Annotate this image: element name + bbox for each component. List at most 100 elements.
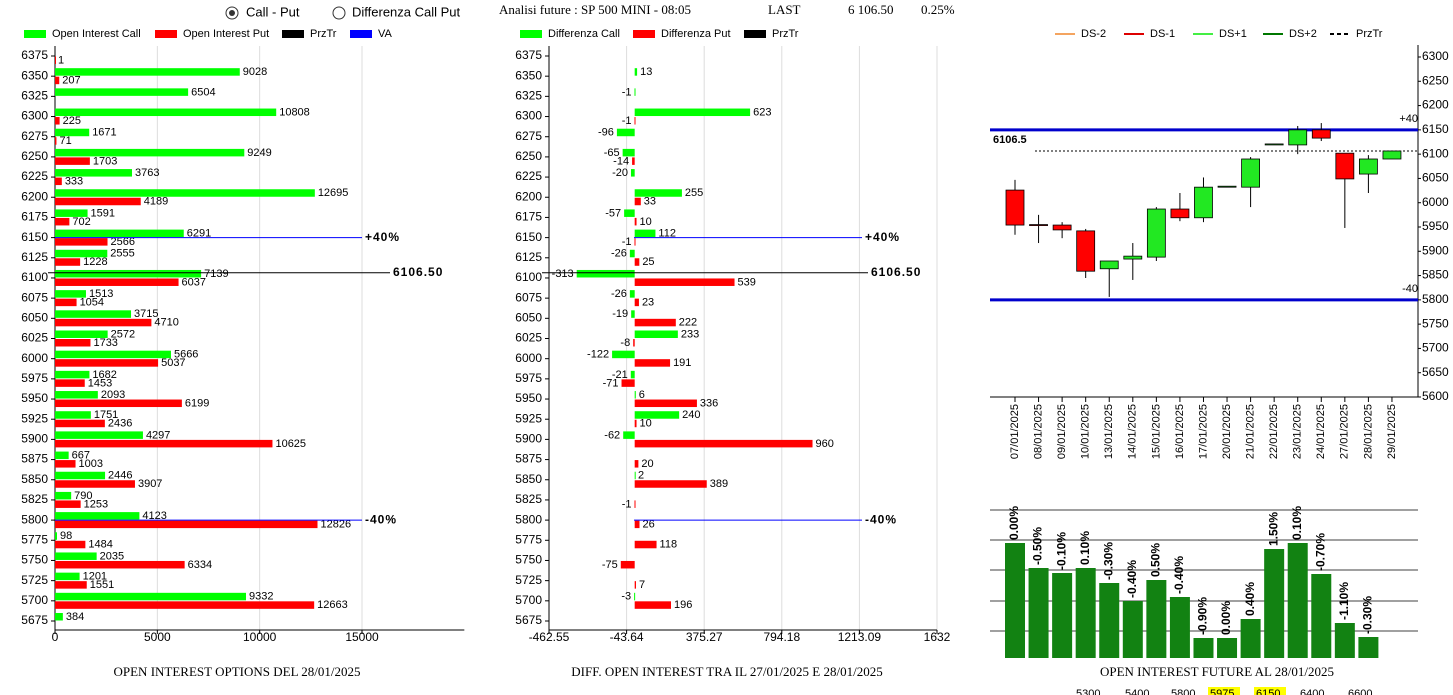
- y-tick-label: 6000: [1422, 195, 1449, 209]
- bar: [55, 350, 171, 359]
- bar: [624, 209, 635, 217]
- y-tick-label: 5600: [1422, 389, 1449, 403]
- bar-label: 20: [641, 458, 653, 470]
- bar: [55, 117, 60, 125]
- candle-body: [1335, 152, 1355, 180]
- y-tick-label: 5800: [1422, 292, 1449, 306]
- y-tick-label: 5875: [515, 452, 542, 466]
- bar: [576, 269, 635, 278]
- y-tick-label: 6325: [515, 89, 542, 103]
- legend-label: Open Interest Put: [183, 28, 269, 40]
- bar: [616, 128, 635, 137]
- bar: [620, 560, 635, 569]
- bar: [621, 379, 635, 387]
- radio[interactable]: [332, 6, 346, 20]
- bar-label: -19: [612, 308, 628, 320]
- x-tick-label: 13/01/2025: [1103, 404, 1115, 459]
- bar-label: 2446: [108, 470, 132, 482]
- bar-label: 0.00%: [1007, 506, 1021, 540]
- annotation-label: -40: [1402, 283, 1418, 295]
- x-tick-label: -462.55: [529, 630, 570, 644]
- bar-label: 255: [685, 187, 703, 199]
- bar-label: 2035: [100, 550, 124, 562]
- radio-label[interactable]: Differenza Call Put: [352, 4, 461, 19]
- bar-label: 1484: [88, 539, 112, 551]
- candle-body: [1382, 150, 1402, 160]
- bar: [634, 330, 678, 338]
- bar: [623, 431, 635, 439]
- bar-label: 1513: [89, 288, 113, 300]
- legend-label: Differenza Call: [548, 28, 620, 40]
- bar: [634, 419, 637, 428]
- y-tick-label: 6250: [515, 149, 542, 163]
- annotation-label: 6106.50: [393, 265, 443, 279]
- legend-swatch: [520, 30, 542, 38]
- y-tick-label: 5750: [21, 553, 48, 567]
- y-tick-label: 5725: [21, 573, 48, 587]
- bar: [1099, 583, 1120, 658]
- bar: [55, 56, 56, 64]
- bar-label: 13: [640, 66, 652, 78]
- bar: [55, 439, 273, 448]
- bar-label: -1.10%: [1337, 582, 1351, 620]
- bar-label: 384: [66, 611, 84, 623]
- level-highlight: [1208, 687, 1240, 695]
- bar-label: 1551: [90, 579, 114, 591]
- legend-label: PrzTr: [310, 28, 337, 40]
- bar: [634, 189, 682, 197]
- bar: [1075, 568, 1096, 658]
- candle-body: [1170, 208, 1190, 219]
- y-tick-label: 5950: [21, 391, 48, 405]
- bar: [55, 512, 140, 520]
- bar-label: 2: [638, 470, 644, 482]
- bar: [634, 318, 676, 327]
- y-tick-label: 5975: [515, 371, 542, 385]
- x-tick-label: 23/01/2025: [1292, 404, 1304, 459]
- bar-label: 389: [710, 478, 728, 490]
- bar-label: 1682: [92, 369, 116, 381]
- y-tick-label: 6250: [1422, 73, 1449, 87]
- radio-label[interactable]: Call - Put: [246, 4, 300, 19]
- bar-label: 71: [59, 135, 71, 147]
- y-tick-label: 6375: [515, 48, 542, 62]
- bar-label: 1228: [83, 256, 107, 268]
- bar-label: -0.30%: [1361, 596, 1375, 634]
- bar-label: 4123: [142, 510, 166, 522]
- candle-body: [1264, 143, 1284, 146]
- bar: [55, 76, 60, 85]
- bar: [634, 229, 656, 238]
- y-tick-label: 6050: [515, 310, 542, 324]
- bar-label: 10808: [279, 106, 310, 118]
- bar-label: -26: [611, 248, 627, 260]
- bar-label: 2572: [111, 328, 135, 340]
- legend-swatch: [155, 30, 177, 38]
- bar-label: 7: [639, 579, 645, 591]
- bar-label: 118: [660, 539, 678, 551]
- bar: [55, 491, 72, 500]
- y-tick-label: 5650: [1422, 365, 1449, 379]
- mode-radio-1[interactable]: Call - Put: [225, 4, 300, 20]
- bar: [55, 560, 185, 569]
- bar: [55, 88, 189, 96]
- bar-label: -21: [612, 369, 628, 381]
- bar: [55, 128, 90, 137]
- page-title: Analisi future : SP 500 MINI - 08:05: [499, 2, 691, 17]
- x-tick-label: 10000: [243, 630, 277, 644]
- bar-label: -1: [622, 236, 632, 248]
- legend-label: PrzTr: [1356, 28, 1383, 40]
- y-tick-label: 6275: [515, 129, 542, 143]
- y-tick-label: 5825: [21, 492, 48, 506]
- y-tick-label: 6025: [515, 331, 542, 345]
- bar: [634, 460, 639, 468]
- bar-label: 12695: [318, 187, 349, 199]
- bar: [1358, 637, 1379, 658]
- bar: [1240, 619, 1261, 658]
- bar-label: 1591: [91, 207, 115, 219]
- mode-radio-2[interactable]: Differenza Call Put: [332, 4, 461, 20]
- bar: [1193, 638, 1214, 658]
- y-tick-label: 6325: [21, 89, 48, 103]
- bar-label: 2436: [108, 418, 132, 430]
- bar-label: -0.70%: [1313, 533, 1327, 571]
- y-tick-label: 5800: [21, 512, 48, 526]
